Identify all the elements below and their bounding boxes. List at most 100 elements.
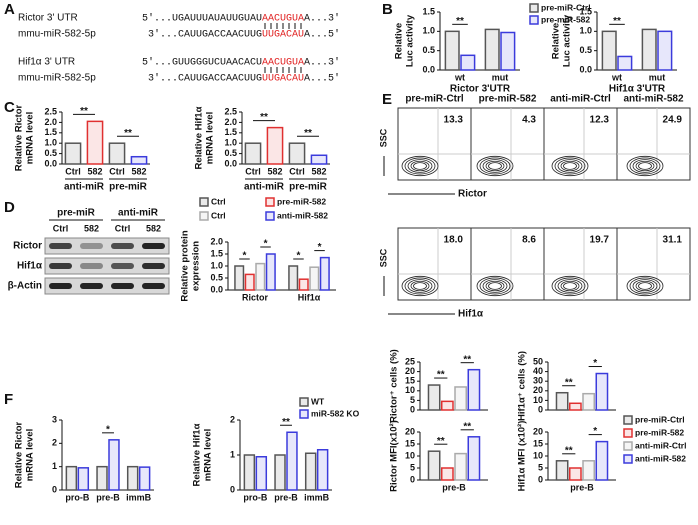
bar [582, 460, 596, 481]
bar [310, 154, 328, 165]
band [142, 283, 165, 289]
y-tick-label: 2.5 [224, 106, 237, 116]
y-tick-label: 0 [52, 484, 57, 494]
contour [413, 162, 427, 170]
y-tick-label: 0 [410, 404, 415, 414]
contour [638, 282, 652, 290]
y-tick-label: 0.5 [579, 45, 592, 55]
y-tick-label: 1.0 [422, 26, 435, 36]
y-tick-label: 1 [230, 449, 235, 459]
bar [255, 262, 266, 291]
gene-label: mmu-miR-582-5p [18, 29, 96, 40]
y-tick-label: 10 [533, 395, 543, 405]
contour [554, 277, 586, 295]
bar [555, 460, 569, 481]
y-axis-label: Rictor⁺ cells (%) [389, 349, 400, 423]
y-tick-label: 1.5 [579, 6, 592, 16]
contour [554, 157, 586, 175]
x-tick-label: wt [611, 72, 622, 82]
sig-label: ** [304, 128, 312, 139]
bar [657, 30, 673, 71]
contour [488, 282, 502, 290]
legend-label: anti-miR-582 [635, 453, 686, 463]
y-axis-label: mRNA level [25, 429, 36, 481]
y-tick-label: 10 [533, 450, 543, 460]
x-tick-label: 582 [131, 166, 146, 176]
y-axis-label: mRNA level [203, 429, 214, 481]
y-tick-label: 5 [538, 462, 543, 472]
x-tick-label: mut [649, 72, 666, 82]
protein-label: β-Actin [8, 281, 42, 292]
bar [266, 126, 284, 165]
y-tick-label: 40 [533, 366, 543, 376]
x-tick-label: pre-B [442, 482, 466, 492]
panel-letter: C [4, 99, 15, 116]
band [80, 243, 103, 249]
y-axis-label: expression [191, 241, 202, 291]
x-tick-label: pre-B [96, 492, 120, 502]
legend-swatch [199, 211, 209, 221]
contour [563, 282, 577, 290]
lane-label: 582 [84, 223, 99, 233]
bar [555, 391, 569, 411]
x-tick-label: 582 [311, 166, 326, 176]
contour [404, 157, 436, 175]
x-tick-label: Ctrl [289, 166, 305, 176]
bar [126, 465, 139, 491]
sig-label: ** [463, 421, 471, 432]
y-tick-label: 0.0 [210, 284, 223, 294]
blot-group: pre-miR [57, 208, 96, 219]
bar [138, 466, 151, 491]
band [111, 263, 134, 269]
y-tick-label: 50 [533, 356, 543, 366]
sequence: 3'...CAUUGACCAACUUG [148, 73, 262, 85]
blot-strip [44, 237, 170, 255]
y-tick-label: 0 [538, 474, 543, 484]
contour [557, 159, 583, 173]
bar [304, 452, 317, 491]
bar [568, 402, 582, 411]
group-label: pre-miR [289, 182, 328, 193]
sig-label: ** [260, 112, 268, 123]
bar [467, 436, 481, 481]
contour [551, 155, 589, 177]
panel-letter: A [4, 1, 15, 18]
y-tick-label: 1.5 [422, 6, 435, 16]
bar [255, 456, 268, 491]
y-axis-label: Relative Rictor [14, 104, 25, 171]
sig-label: ** [565, 377, 573, 388]
bar [288, 142, 306, 165]
x-tick-label: pro-B [65, 492, 89, 502]
y-tick-label: 2 [52, 438, 57, 448]
bar [440, 400, 454, 411]
blot-group: anti-miR [118, 208, 159, 219]
y-tick-label: 1.5 [210, 248, 223, 258]
bar [316, 449, 329, 491]
y-axis-label: Hif1α⁺ cells (%) [517, 351, 528, 421]
y-tick-label: 10 [405, 450, 415, 460]
contour [629, 157, 661, 175]
x-tick-label: pro-B [243, 492, 267, 502]
sig-label: ** [437, 370, 445, 381]
bar [96, 465, 108, 491]
contour [557, 279, 583, 293]
band [49, 243, 72, 249]
legend-label: anti-miR-582 [277, 210, 328, 220]
bar [484, 28, 500, 71]
y-tick-label: 1.0 [44, 138, 57, 148]
y-axis-label: mRNA level [25, 112, 36, 164]
band [49, 263, 72, 269]
gene-label: mmu-miR-582-5p [18, 73, 96, 84]
sig-label: ** [456, 16, 464, 27]
legend-swatch [623, 428, 633, 438]
bar [454, 452, 468, 481]
contour [638, 162, 652, 170]
bar [108, 439, 120, 491]
y-axis-label: Hif1α MFI (x10²) [517, 421, 528, 492]
x-axis-label: Rictor 3'UTR [450, 84, 511, 95]
lane-label: 582 [146, 223, 161, 233]
x-tick-label: 582 [267, 166, 282, 176]
x-tick-label: immB [304, 492, 330, 502]
y-tick-label: 0.5 [422, 45, 435, 55]
legend-swatch [529, 15, 539, 25]
